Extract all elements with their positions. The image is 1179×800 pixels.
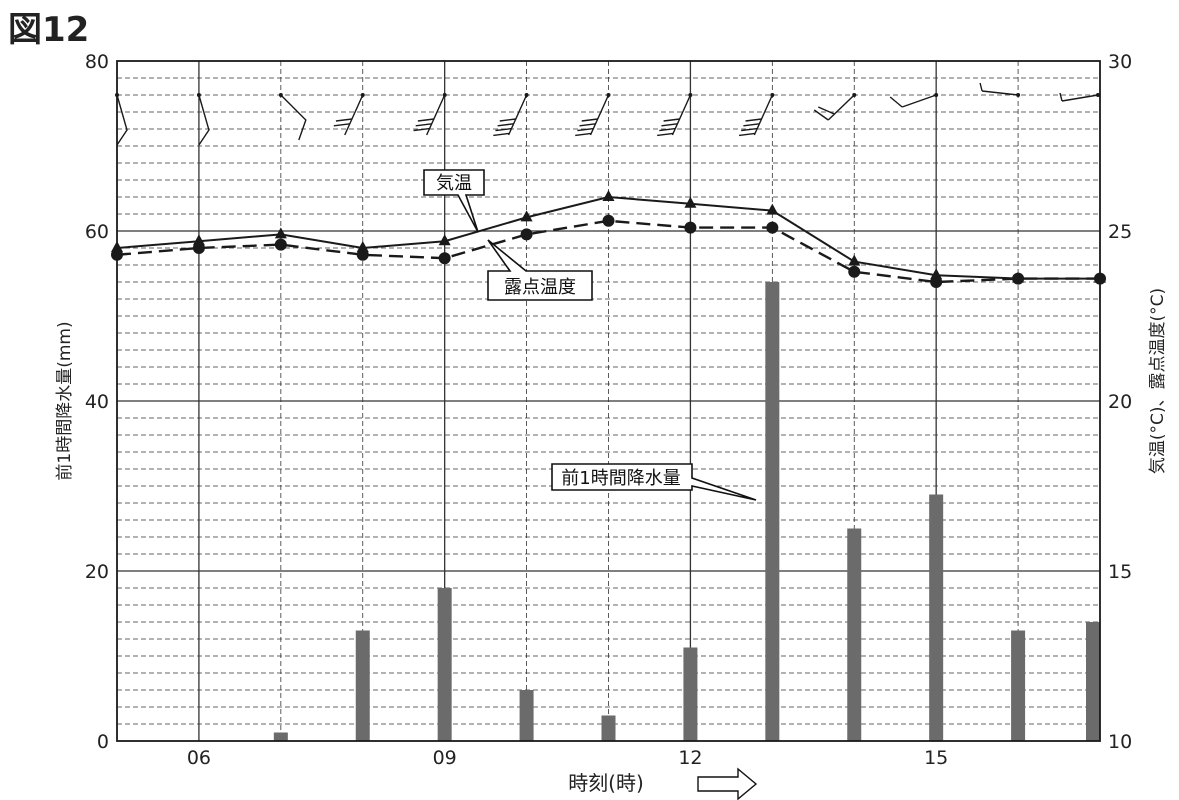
precip-bar xyxy=(601,715,616,741)
dewpoint-marker xyxy=(684,221,697,234)
temperature-marker xyxy=(438,234,451,246)
wind-barb-icon xyxy=(979,82,1019,96)
dewpoint-marker xyxy=(848,265,861,278)
precip-bar xyxy=(765,282,780,741)
precip-bar xyxy=(355,630,370,741)
temperature-marker xyxy=(520,210,533,222)
x-tick-label: 15 xyxy=(924,747,948,769)
precip-bar xyxy=(519,690,534,741)
wind-barb-icon xyxy=(813,94,855,121)
grid-layer xyxy=(117,61,1100,741)
precip-bar xyxy=(683,647,698,741)
dewpoint-marker xyxy=(1012,272,1025,285)
wind-barb-icon xyxy=(413,94,446,136)
wind-barb-icon xyxy=(493,94,528,137)
y-right-tick-label: 25 xyxy=(1108,221,1132,243)
wind-barb-icon xyxy=(657,94,692,137)
temperature-marker xyxy=(848,254,861,266)
time-arrow-icon xyxy=(697,767,758,800)
temperature-marker xyxy=(930,268,943,280)
wind-barb-icon xyxy=(280,94,307,141)
y-left-tick-label: 60 xyxy=(85,221,109,243)
dewpoint-marker xyxy=(766,221,779,234)
callout-temperature: 気温 xyxy=(423,169,485,233)
x-tick-label: 06 xyxy=(187,747,211,769)
callout-dewpoint-label: 露点温度 xyxy=(504,277,576,298)
wind-barb-icon xyxy=(889,94,937,108)
y-left-tick-label: 40 xyxy=(85,391,109,413)
y-left-tick-label: 80 xyxy=(85,51,109,73)
temperature-marker xyxy=(274,227,287,239)
temperature-marker xyxy=(684,196,697,208)
callout-dewpoint: 露点温度 xyxy=(487,239,593,301)
x-axis-title: 時刻(時) xyxy=(568,771,644,795)
wind-barb-icon xyxy=(738,94,773,137)
callout-precipitation: 前1時間降水量 xyxy=(551,463,757,501)
temperature-marker xyxy=(766,203,779,215)
wind-barb-icon xyxy=(575,94,610,137)
precip-bar xyxy=(1086,622,1100,741)
dewpoint-marker xyxy=(520,228,533,241)
dewpoint-marker xyxy=(930,276,943,288)
x-tick-label: 09 xyxy=(433,747,457,769)
dewpoint-marker xyxy=(356,248,369,261)
wind-barb-icon xyxy=(1059,92,1099,102)
plot-border xyxy=(116,60,1101,742)
wind-barbs xyxy=(115,82,1100,146)
y-right-axis-title: 気温(°C)、露点温度(°C) xyxy=(1148,288,1168,474)
temperature-marker xyxy=(192,234,205,246)
axis-labels: 0 20 40 60 80 10 15 20 25 30 06 09 12 15 時刻(時) 前1時間降水量(… xyxy=(55,51,1168,795)
y-left-tick-label: 0 xyxy=(97,731,109,753)
precip-bar xyxy=(1011,630,1026,741)
dewpoint-marker xyxy=(274,238,287,251)
callout-precipitation-label: 前1時間降水量 xyxy=(561,468,680,489)
y-right-tick-label: 20 xyxy=(1108,391,1132,413)
wind-barb-icon xyxy=(116,94,128,146)
dewpoint-marker xyxy=(602,214,615,227)
callout-temperature-label: 気温 xyxy=(436,173,472,194)
figure-title: 図12 xyxy=(8,10,90,50)
wind-barb-icon xyxy=(198,94,210,146)
y-right-tick-label: 30 xyxy=(1108,51,1132,73)
precip-bar xyxy=(437,588,452,741)
y-left-axis-title: 前1時間降水量(mm) xyxy=(55,321,75,480)
plot-frame xyxy=(116,60,1101,742)
precip-bar xyxy=(273,732,288,741)
y-left-tick-label: 20 xyxy=(85,561,109,583)
y-right-tick-label: 15 xyxy=(1108,561,1132,583)
temperature-lines xyxy=(111,190,1106,288)
dewpoint-marker xyxy=(192,242,205,254)
wind-barb-icon xyxy=(333,94,364,136)
precip-bar xyxy=(847,528,862,741)
temperature-marker xyxy=(602,190,615,201)
temperature-marker xyxy=(356,241,369,252)
precip-bar xyxy=(929,494,944,741)
y-right-tick-label: 10 xyxy=(1108,731,1132,753)
precipitation-bars xyxy=(273,282,1100,741)
x-tick-label: 12 xyxy=(678,747,702,769)
dewpoint-marker xyxy=(438,252,451,265)
